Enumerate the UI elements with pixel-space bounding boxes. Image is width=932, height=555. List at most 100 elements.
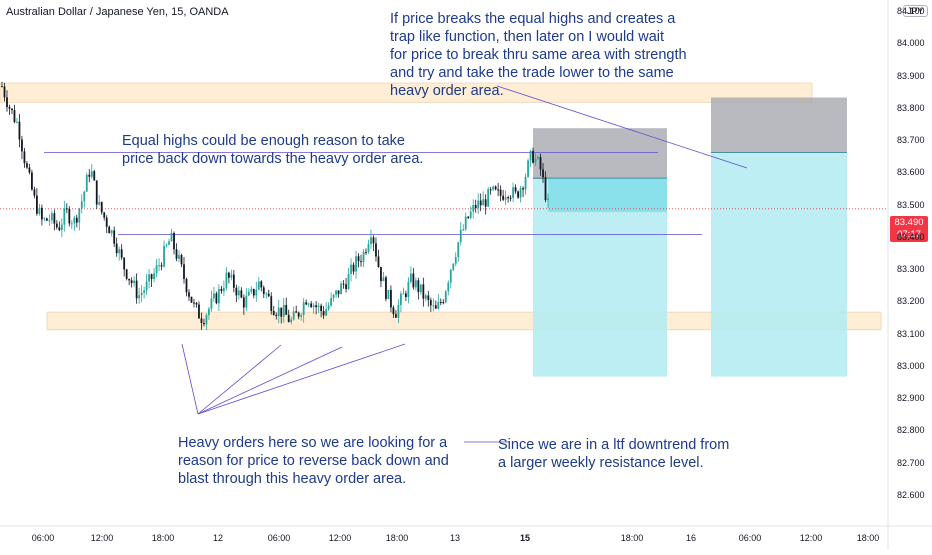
pointer-line [181, 343, 199, 415]
candle-body [173, 233, 175, 250]
bar-countdown: 07:17 [897, 229, 921, 240]
candle-body [330, 298, 332, 306]
time-tick-label: 06:00 [31, 533, 55, 543]
candle-body [447, 282, 450, 292]
candle-body [320, 305, 323, 311]
candle-body [524, 176, 527, 190]
trade-setup-1-stop-area [533, 128, 667, 179]
candle-body [237, 290, 240, 296]
candle-body [225, 272, 228, 288]
candle-body [265, 293, 268, 295]
candle-body [367, 243, 370, 252]
candle-body [532, 150, 534, 163]
candle-body [28, 167, 31, 173]
candle-body [58, 227, 61, 231]
candle-body [365, 251, 367, 253]
upper-order-zone [0, 82, 813, 103]
candle-body [452, 263, 455, 270]
annotation-line: Equal highs could be enough reason to ta… [122, 133, 405, 149]
time-tick-label: 12:00 [799, 533, 823, 543]
candle-body [23, 151, 26, 164]
price-tick-label: 83.200 [897, 296, 925, 307]
candle-body [40, 207, 43, 220]
candle-body [90, 171, 93, 177]
candle-body [499, 189, 502, 196]
candle-body [432, 305, 435, 307]
candle-body [78, 208, 81, 223]
chart-title: Australian Dollar / Japanese Yen, 15, OA… [6, 6, 229, 18]
candle-body [21, 139, 23, 152]
candle-body [103, 212, 106, 218]
candle-body [337, 290, 340, 295]
price-tick-label: 82.900 [897, 393, 925, 404]
candle-body [100, 202, 103, 213]
candle-body [60, 224, 63, 231]
candle-body [464, 216, 467, 230]
candle-body [193, 302, 195, 304]
candle-body [133, 280, 136, 284]
candle-body [18, 121, 21, 140]
candle-body [108, 226, 111, 234]
candle-body [522, 188, 524, 190]
candle-body [93, 171, 96, 181]
candle-body [6, 97, 8, 108]
annotation-line: Since we are in a ltf downtrend from [498, 437, 730, 453]
candle-body [257, 281, 260, 290]
candle-body [357, 256, 360, 262]
candle-body [292, 311, 295, 320]
candle-body [325, 309, 328, 316]
candle-body [260, 281, 263, 288]
candle-body [449, 269, 452, 283]
candle-body [73, 217, 76, 224]
candle-body [352, 264, 355, 272]
current-price-badge: 83.490 07:17 [890, 216, 928, 242]
candle-body [170, 233, 173, 242]
time-tick-label: 12 [212, 533, 224, 543]
candle-body [539, 156, 542, 170]
candle-body [327, 305, 330, 310]
annotation-line: a larger weekly resistance level. [498, 455, 704, 471]
annotation-bottom-right[interactable]: Since we are in a ltf downtrend from a l… [498, 436, 729, 472]
candle-body [527, 160, 529, 177]
annotation-line: reason for price to reverse back down an… [178, 453, 449, 469]
candle-body [85, 174, 88, 192]
candle-body [45, 218, 48, 221]
annotation-line: price back down towards the heavy order … [122, 151, 424, 167]
candle-body [507, 197, 510, 199]
candle-body [168, 241, 170, 245]
candle-body [218, 288, 220, 304]
candle-body [362, 251, 365, 263]
candle-body [53, 213, 56, 224]
price-tick-label: 83.600 [897, 167, 925, 178]
annotation-top[interactable]: If price breaks the equal highs and crea… [390, 10, 687, 100]
candle-body [395, 314, 397, 318]
annotation-bottom-left[interactable]: Heavy orders here so we are looking for … [178, 434, 449, 488]
candle-body [230, 274, 233, 278]
candle-body [547, 198, 549, 201]
currency-tag[interactable]: JPY [903, 5, 928, 17]
candle-body [372, 237, 375, 244]
candle-body [165, 244, 168, 246]
candle-body [235, 287, 238, 296]
candle-body [492, 186, 495, 190]
candle-body [50, 213, 53, 221]
candle-body [250, 289, 253, 292]
annotation-mid[interactable]: Equal highs could be enough reason to ta… [122, 132, 423, 168]
candle-body [542, 169, 544, 178]
price-tick-label: 83.900 [897, 70, 925, 81]
candle-body [437, 301, 440, 309]
candle-body [519, 188, 522, 198]
candle-body [350, 264, 352, 274]
candle-body [392, 307, 395, 315]
candle-body [125, 269, 128, 279]
candle-body [195, 302, 198, 305]
pointer-line [197, 343, 406, 415]
candle-body [203, 323, 205, 325]
candle-body [83, 191, 86, 202]
candle-body [240, 290, 243, 298]
candle-body [118, 249, 121, 254]
price-tick-label: 83.300 [897, 264, 925, 275]
candle-body [307, 303, 310, 305]
